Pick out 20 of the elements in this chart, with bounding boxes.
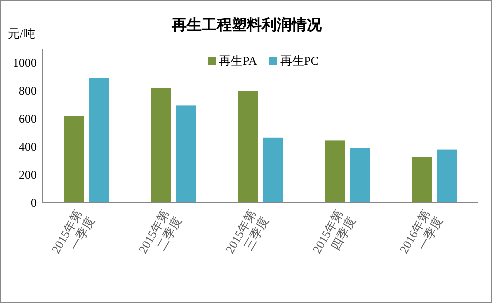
chart-title: 再生工程塑料利润情况 (171, 16, 323, 34)
bar (176, 106, 196, 203)
legend-label: 再生PA (219, 54, 258, 68)
y-tick-label: 0 (31, 196, 37, 210)
bar (151, 88, 171, 203)
y-tick-label: 1000 (13, 56, 37, 70)
y-tick-label: 200 (19, 168, 37, 182)
bar (325, 140, 345, 203)
y-axis-title: 元/吨 (8, 27, 36, 41)
y-tick-label: 600 (19, 112, 37, 126)
bar (412, 158, 432, 203)
bar (350, 148, 370, 203)
bar (238, 91, 258, 203)
y-tick-label: 400 (19, 140, 37, 154)
bar (437, 150, 457, 203)
y-tick-label: 800 (19, 84, 37, 98)
bar (263, 138, 283, 203)
legend-label: 再生PC (280, 54, 319, 68)
bar (89, 78, 109, 203)
bar (64, 116, 84, 203)
